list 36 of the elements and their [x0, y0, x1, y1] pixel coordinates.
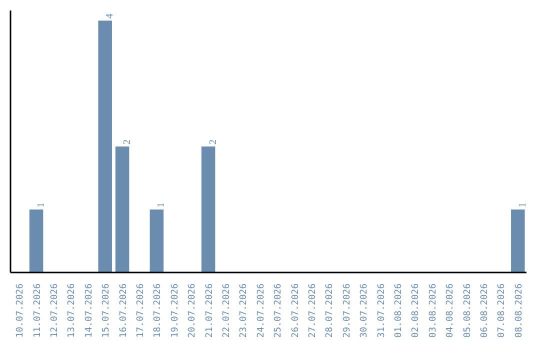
x-tick-label: 17.07.2026 [136, 283, 146, 338]
x-tick-label: 07.08.2026 [497, 283, 508, 338]
x-tick-label: 27.07.2026 [308, 283, 318, 338]
x-tick-label: 06.08.2026 [480, 283, 490, 338]
x-tick-label: 22.07.2026 [222, 283, 232, 338]
x-tick-label: 28.07.2026 [325, 283, 336, 338]
x-tick-label: 19.07.2026 [170, 283, 180, 338]
x-tick-label: 26.07.2026 [290, 283, 301, 338]
x-tick-label: 30.07.2026 [360, 283, 370, 338]
data-label: 1 [36, 202, 47, 208]
x-tick-label: 03.08.2026 [428, 283, 438, 338]
x-tick-label: 24.07.2026 [256, 283, 266, 338]
x-tick-label: 21.07.2026 [204, 283, 215, 338]
x-tick-label: 04.08.2026 [446, 283, 456, 338]
x-tick-label: 14.07.2026 [84, 283, 94, 338]
x-tick-label: 05.08.2026 [462, 283, 473, 338]
x-tick-label: 20.07.2026 [188, 283, 198, 338]
x-tick-label: 16.07.2026 [118, 283, 129, 338]
x-tick-label: 02.08.2026 [411, 283, 422, 338]
data-label: 4 [104, 14, 116, 19]
x-tick-label: 10.07.2026 [16, 283, 26, 338]
x-tick-label: 18.07.2026 [153, 283, 164, 338]
x-tick-label: 08.08.2026 [514, 283, 524, 338]
data-label: 2 [208, 140, 219, 145]
x-tick-label: 11.07.2026 [32, 283, 43, 338]
x-tick-label: 12.07.2026 [50, 283, 60, 338]
x-tick-label: 13.07.2026 [67, 283, 78, 338]
x-tick-label: 15.07.2026 [102, 283, 112, 338]
x-tick-label: 25.07.2026 [274, 283, 284, 338]
x-tick-label: 31.07.2026 [376, 283, 387, 338]
data-label: 2 [122, 140, 133, 145]
data-label: 1 [156, 202, 168, 208]
x-tick-label: 23.07.2026 [239, 283, 250, 338]
x-tick-label: 29.07.2026 [342, 283, 352, 338]
data-label: 1 [517, 202, 528, 208]
x-tick-label: 01.08.2026 [394, 283, 404, 338]
